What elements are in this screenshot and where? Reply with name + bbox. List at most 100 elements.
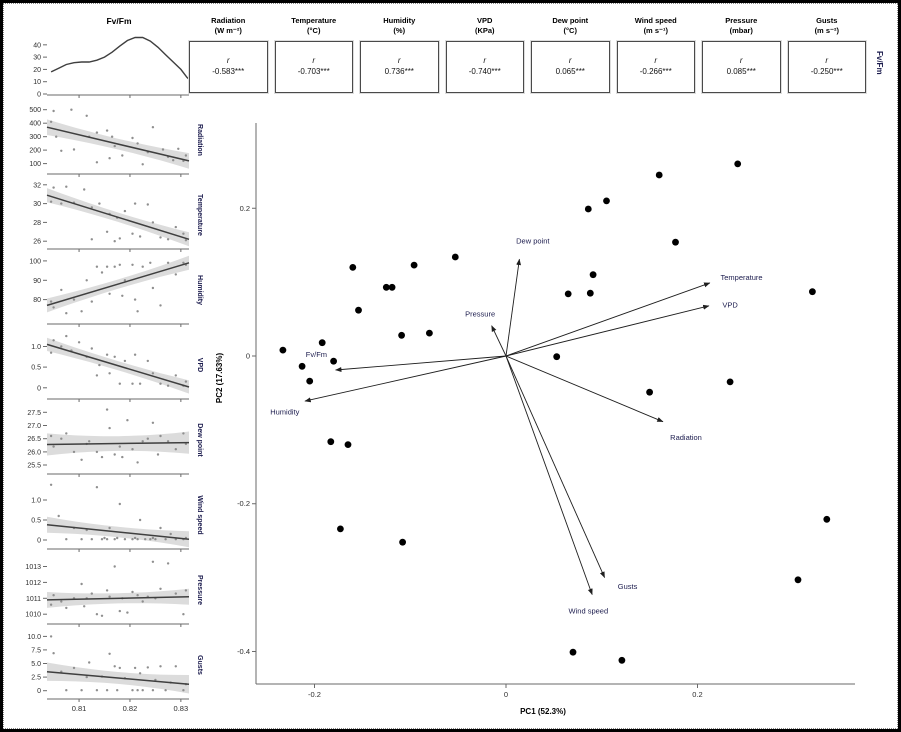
- scatter-dot: [141, 440, 144, 443]
- y-tick-label: 1010: [25, 612, 41, 619]
- scatter-dot: [95, 161, 99, 164]
- scatter-dot: [159, 304, 162, 307]
- corr-var-name: Pressure: [725, 16, 758, 25]
- scatter-dot: [108, 526, 111, 530]
- pca-vector-label-fv-fm: Fv/Fm: [306, 350, 327, 359]
- scatter-dot: [65, 334, 68, 338]
- scatter-dot: [133, 202, 137, 205]
- scatter-dot: [80, 538, 83, 541]
- corr-var-name: Humidity: [383, 16, 416, 25]
- density-plot-fvfm: Fv/Fm 0 10 20 30 40: [33, 16, 190, 99]
- pca-point: [327, 438, 335, 446]
- scatter-dot: [151, 372, 155, 375]
- pca-point: [344, 441, 352, 448]
- y-tick-label: 30: [33, 201, 41, 208]
- scatter-dot: [98, 202, 101, 205]
- pca-point: [646, 388, 653, 396]
- scatter-dot: [49, 603, 53, 606]
- y-tick-label: 27.0: [27, 423, 41, 430]
- pca-point: [410, 261, 418, 269]
- scatter-dot: [49, 300, 53, 303]
- pca-point: [399, 538, 406, 546]
- scatter-dot: [159, 665, 162, 668]
- scatter-dot: [123, 359, 127, 363]
- strip-panel-wind-speed: 0 0.5 1.0 Wind speed: [31, 483, 203, 552]
- scatter-dot: [65, 185, 68, 188]
- scatter-dot: [72, 450, 76, 454]
- scatter-dot: [131, 382, 134, 385]
- corr-value: -0.583***: [212, 67, 245, 76]
- scatter-dot: [80, 310, 83, 313]
- corr-var-unit: (°C): [563, 25, 577, 35]
- corr-var-unit: (%): [393, 25, 406, 35]
- scatter-dot: [151, 536, 155, 540]
- scatter-dot: [95, 265, 99, 268]
- scatter-dot: [138, 235, 142, 238]
- scatter-dot: [174, 665, 177, 668]
- figure-canvas: Fv/Fm010203040100200300400500Radiation26…: [25, 16, 855, 716]
- scatter-dot: [164, 689, 167, 692]
- y-tick-label: -0.4: [237, 647, 250, 656]
- scatter-dot: [49, 635, 53, 638]
- density-curve: [50, 36, 190, 80]
- scatter-dot: [159, 434, 162, 438]
- y-tick-label: 0.5: [31, 365, 41, 372]
- scatter-dot: [105, 538, 109, 541]
- pca-vector-label-wind-speed: Wind speed: [569, 606, 609, 615]
- y-tick-label: 25.5: [27, 463, 41, 470]
- strip-panel-radiation: 100 200 300 400 500 Radiation: [29, 107, 203, 177]
- scatter-dot: [85, 675, 88, 679]
- scatter-dot: [146, 666, 149, 669]
- scatter-dot: [52, 186, 55, 189]
- strip-label-dew-point: Dew point: [196, 423, 203, 457]
- scatter-dot: [172, 159, 175, 162]
- scatter-dot: [123, 538, 127, 541]
- pca-point: [451, 253, 459, 261]
- pca-point: [388, 283, 396, 291]
- pca-vector-vpd: [505, 304, 710, 357]
- strip-panel-pressure: 1010 1011 1012 1013 Pressure: [25, 560, 203, 627]
- pca-point: [672, 238, 679, 246]
- corr-box-dew-point: r 0.065***: [531, 40, 610, 93]
- corr-cell-gusts: Gusts (m s⁻²) r -0.250***: [787, 16, 866, 102]
- scatter-dot: [184, 380, 188, 383]
- scatter-dot: [174, 448, 177, 451]
- strip-panel-vpd: 0 0.5 1.0 VPD: [31, 334, 203, 402]
- scatter-dot: [60, 202, 63, 205]
- scatter-dot: [90, 347, 94, 350]
- scatter-dot: [177, 147, 180, 150]
- x-tick-label: 0: [504, 690, 508, 699]
- scatter-dot: [159, 526, 162, 530]
- scatter-dot: [108, 595, 111, 598]
- pca-point: [603, 197, 610, 205]
- scatter-dot: [100, 614, 104, 617]
- y-tick-label: 200: [29, 148, 41, 155]
- scatter-dot: [95, 689, 99, 692]
- scatter-dot: [90, 538, 94, 541]
- x-tick-label: 0.81: [72, 704, 87, 713]
- scatter-dot: [151, 421, 155, 424]
- scatter-dot: [77, 341, 81, 344]
- scatter-dot: [156, 453, 160, 456]
- scatter-dot: [116, 536, 119, 540]
- scatter-dot: [108, 652, 111, 655]
- y-tick-label: 0.2: [240, 204, 250, 213]
- scatter-dot: [88, 661, 91, 664]
- regression-line: [46, 441, 190, 446]
- pca-biplot: -0.2 0 0.2 0.2 0 -0.2 -0.4 PC1 (52.3%) PC2 (17.6…: [215, 123, 855, 716]
- scatter-dot: [113, 538, 116, 541]
- row-label-fvfm: Fv/Fm: [875, 51, 884, 75]
- y-tick-label: 0: [246, 352, 250, 361]
- scatter-dot: [113, 453, 116, 456]
- pca-vector-temperature: [505, 282, 711, 357]
- scatter-dot: [118, 609, 122, 613]
- scatter-dot: [182, 613, 185, 616]
- corr-stat-symbol: r: [312, 56, 316, 65]
- scatter-dot: [105, 589, 109, 592]
- corr-box-temperature: r -0.703***: [274, 40, 353, 93]
- pca-vector-pressure: [491, 325, 507, 357]
- scatter-dot: [141, 163, 144, 166]
- corr-header-vpd: VPD (KPa): [446, 16, 525, 36]
- scatter-dot: [90, 206, 94, 209]
